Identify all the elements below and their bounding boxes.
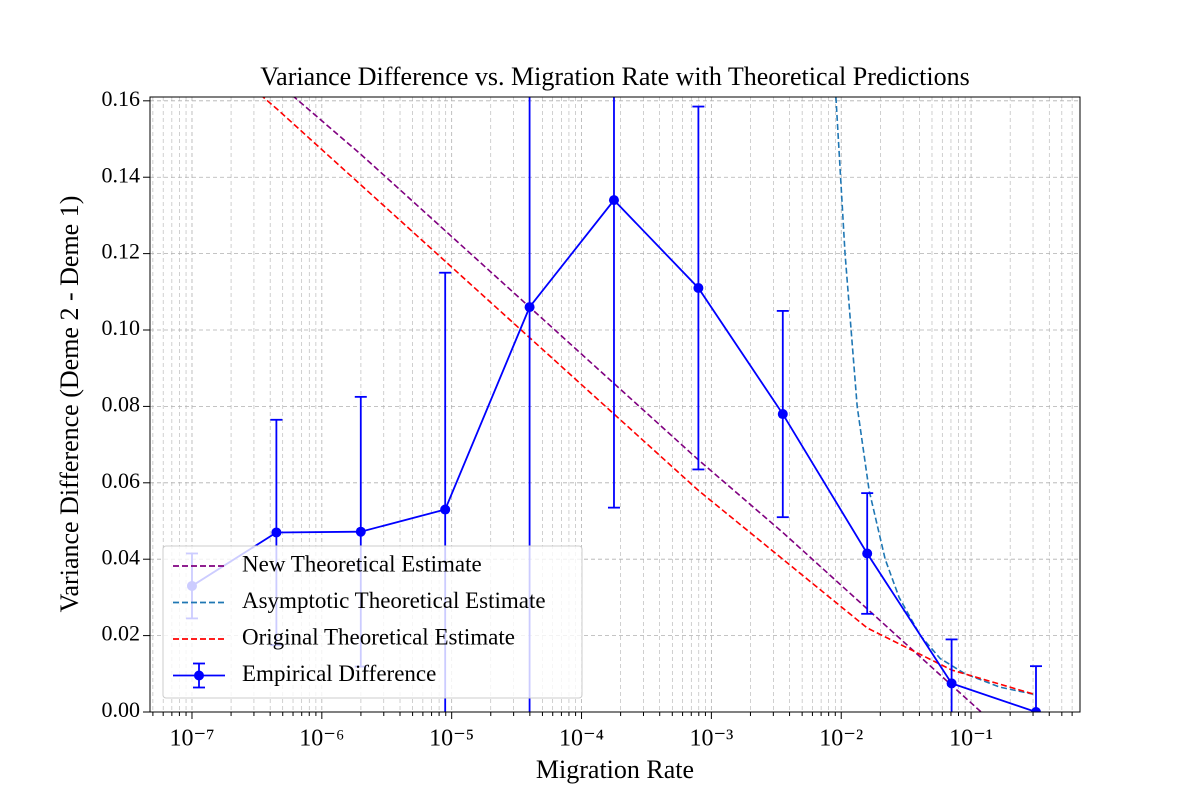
data-point (271, 527, 282, 538)
y-axis-label: Variance Difference (Deme 2 - Deme 1) (55, 196, 84, 613)
data-point (1030, 707, 1041, 712)
legend-label: Original Theoretical Estimate (242, 624, 515, 649)
legend-label: Empirical Difference (242, 661, 436, 686)
legend-box (162, 545, 583, 699)
y-tick-label: 0.08 (102, 391, 141, 416)
x-tick-label: 10⁻⁵ (429, 726, 474, 752)
y-tick-label: 0.04 (102, 544, 141, 569)
x-tick-label: 10⁻⁴ (559, 726, 604, 752)
axes-frame (149, 96, 1081, 713)
chart-title: Variance Difference vs. Migration Rate w… (260, 62, 969, 91)
series-line (835, 97, 1037, 696)
x-axis-label: Migration Rate (536, 755, 694, 784)
data-point (946, 678, 957, 689)
data-point (862, 548, 873, 559)
x-tick-label: 10⁻¹ (949, 726, 993, 752)
x-tick-label: 10⁻³ (689, 726, 733, 752)
data-point (777, 409, 788, 420)
legend-label: Asymptotic Theoretical Estimate (242, 588, 546, 613)
y-tick-label: 0.06 (102, 468, 141, 493)
data-point (524, 302, 535, 313)
legend: New Theoretical Estimate Asymptotic Theor… (162, 545, 583, 699)
y-tick-label: 0.14 (102, 162, 141, 187)
legend-swatch (194, 670, 204, 681)
y-tick-label: 0.00 (102, 697, 141, 722)
x-tick-label: 10⁻⁷ (169, 726, 214, 752)
y-tick-label: 0.16 (102, 86, 141, 111)
data-point (355, 526, 366, 537)
data-point (608, 195, 619, 206)
series-line (261, 97, 1037, 696)
legend-label: New Theoretical Estimate (242, 551, 482, 576)
axes: 10⁻⁷ 10⁻⁶ 10⁻⁵ 10⁻⁴ 10⁻³ 10⁻² 10⁻¹ 0.00 0.02 0.04… (102, 86, 1073, 752)
y-tick-label: 0.02 (102, 621, 141, 646)
data-point (440, 504, 451, 515)
data-point (693, 282, 704, 293)
y-tick-label: 0.10 (102, 315, 141, 340)
x-tick-label: 10⁻⁶ (299, 726, 344, 752)
y-tick-label: 0.12 (102, 239, 141, 264)
x-tick-label: 10⁻² (819, 726, 863, 752)
